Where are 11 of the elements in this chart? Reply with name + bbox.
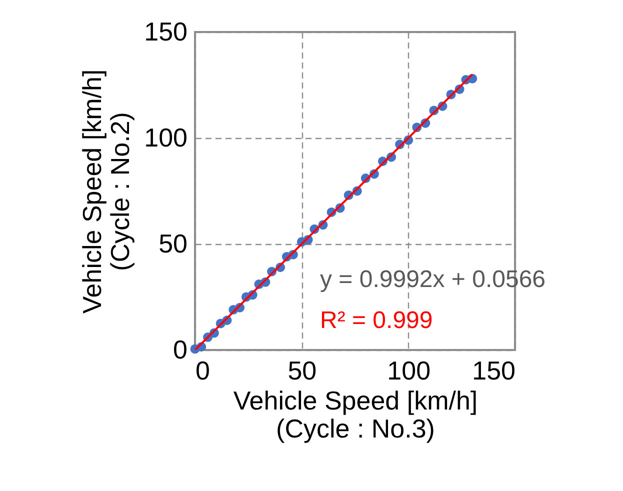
- x-tick-label: 100: [387, 356, 431, 386]
- x-tick-label: 0: [196, 356, 210, 386]
- y-axis-title: Vehicle Speed [km/h] (Cycle : No.2): [77, 69, 136, 314]
- x-tick-label: 50: [288, 356, 317, 386]
- x-axis-title: Vehicle Speed [km/h] (Cycle : No.3): [233, 386, 478, 444]
- y-tick-label: 50: [158, 228, 188, 258]
- y-tick-label: 0: [173, 334, 188, 364]
- y-tick-label: 100: [144, 122, 188, 152]
- x-tick-label: 150: [472, 356, 516, 386]
- annotation: R² = 0.999: [320, 307, 433, 334]
- y-tick-label: 150: [144, 16, 188, 46]
